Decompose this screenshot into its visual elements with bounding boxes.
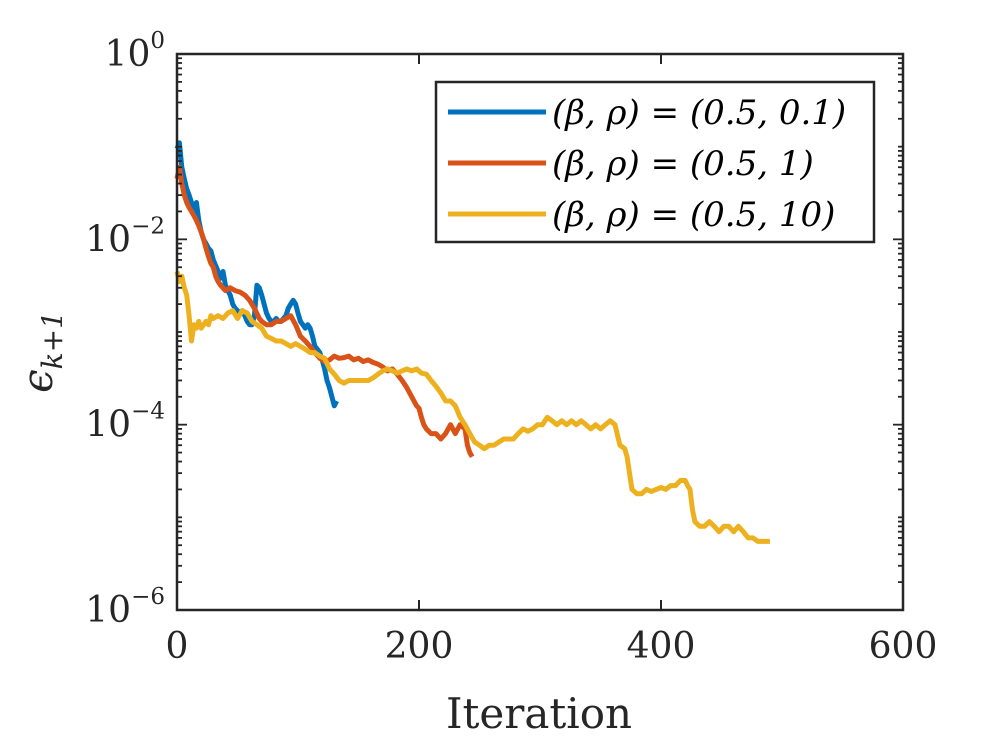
axis-ticks [176, 53, 904, 611]
legend-label: (β, ρ) = (0.5, 1) [552, 144, 814, 184]
x-axis-title: Iteration [446, 689, 632, 738]
y-tick-label: 10−2 [85, 213, 165, 260]
series-line-3 [174, 270, 770, 544]
svg-text:ϵk+1: ϵk+1 [13, 311, 69, 393]
y-tick-label: 10−6 [85, 584, 165, 631]
x-tick-label: 600 [869, 626, 938, 667]
legend-label: (β, ρ) = (0.5, 10) [552, 195, 835, 235]
legend-label: (β, ρ) = (0.5, 0.1) [552, 93, 846, 133]
y-tick-label: 100 [105, 28, 165, 75]
x-tick-label: 400 [627, 626, 696, 667]
y-axis-title-main: ϵ [13, 369, 62, 393]
plot-lines [174, 140, 770, 544]
tick-labels: 0 200 400 600 100 10−2 10−4 10−6 [85, 28, 937, 667]
y-axis-title: ϵk+1 [13, 311, 69, 393]
y-axis-title-subscript: k+1 [36, 311, 69, 369]
legend: (β, ρ) = (0.5, 0.1) (β, ρ) = (0.5, 1) (β, … [434, 80, 876, 244]
y-tick-label: 10−4 [85, 399, 165, 446]
x-tick-label: 0 [166, 626, 189, 667]
series-line-2 [174, 164, 475, 459]
x-tick-label: 200 [385, 626, 454, 667]
